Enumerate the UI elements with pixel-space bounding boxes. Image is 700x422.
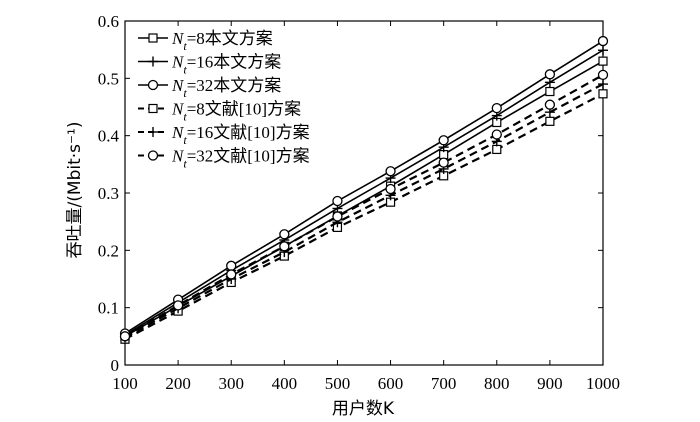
y-tick-label: 0: [111, 356, 120, 375]
data-point-circle: [438, 157, 449, 168]
legend-subscript: t: [183, 63, 187, 77]
legend-item-1: Nt=8本文方案: [138, 29, 273, 53]
data-point-circle: [332, 195, 343, 207]
legend-symbol: N: [171, 53, 185, 72]
data-point-circle: [119, 331, 131, 342]
x-tick-label: 300: [218, 374, 244, 393]
data-point-plus: [148, 127, 158, 137]
data-point-circle: [332, 211, 343, 222]
legend: Nt=8本文方案Nt=16本文方案Nt=32本文方案Nt=8文献[10]方案Nt…: [138, 29, 310, 171]
data-point-circle: [147, 150, 159, 161]
y-tick-label: 0.6: [98, 12, 119, 31]
legend-symbol: N: [171, 123, 185, 142]
series-5: [120, 79, 608, 343]
x-tick-label: 1000: [586, 374, 620, 393]
data-point-circle: [172, 300, 184, 311]
legend-text: =32本文方案: [187, 76, 282, 95]
series-line: [124, 40, 604, 335]
data-point-plus: [148, 56, 158, 67]
data-point-circle: [544, 69, 556, 80]
data-point-circle: [544, 99, 556, 110]
y-tick-label: 0.4: [98, 127, 120, 146]
x-tick-label: 500: [325, 374, 351, 393]
legend-subscript: t: [183, 157, 187, 171]
x-tick-label: 900: [537, 374, 563, 393]
legend-symbol: N: [171, 147, 185, 166]
legend-subscript: t: [183, 133, 187, 147]
series-line: [124, 73, 604, 338]
data-point-circle: [226, 260, 237, 271]
data-point-square: [598, 89, 608, 99]
legend-label: Nt=8本文方案: [171, 29, 273, 53]
legend-label: Nt=16本文方案: [171, 53, 281, 77]
legend-label: Nt=8文献[10]方案: [171, 100, 301, 124]
y-tick-label: 0.3: [98, 184, 119, 203]
series-6: [119, 69, 609, 342]
x-axis-label: 用户数K: [332, 399, 395, 419]
data-point-circle: [385, 166, 396, 177]
legend-symbol: N: [171, 100, 185, 119]
data-point-circle: [491, 129, 502, 140]
x-tick-label: 200: [165, 374, 191, 393]
axes: 100 200 300 400 500 600 700 800 900 1000 0 0.1 0.2 0.…: [98, 12, 620, 393]
legend-item-6: Nt=32文献[10]方案: [138, 147, 310, 171]
series-layer: [119, 35, 609, 344]
y-tick-label: 0.2: [98, 241, 119, 260]
series-line: [124, 92, 604, 341]
legend-item-3: Nt=32本文方案: [138, 76, 281, 100]
data-point-circle: [597, 69, 609, 81]
legend-text: =16本文方案: [187, 53, 282, 72]
legend-text: =8本文方案: [187, 29, 273, 48]
legend-item-5: Nt=16文献[10]方案: [138, 123, 310, 147]
data-point-circle: [438, 135, 449, 146]
legend-item-4: Nt=8文献[10]方案: [138, 100, 301, 124]
legend-symbol: N: [171, 29, 185, 48]
legend-item-2: Nt=16本文方案: [138, 53, 281, 77]
series-line: [124, 49, 604, 336]
data-point-plus: [598, 79, 608, 90]
x-tick-label: 600: [378, 374, 404, 393]
data-point-circle: [385, 183, 396, 195]
legend-text: =8文献[10]方案: [187, 100, 301, 119]
data-point-circle: [279, 241, 290, 252]
data-point-circle: [491, 102, 502, 114]
legend-text: =32文献[10]方案: [187, 147, 310, 166]
x-tick-label: 100: [112, 374, 138, 393]
data-point-plus: [598, 45, 608, 56]
legend-label: Nt=32文献[10]方案: [171, 147, 310, 171]
data-point-square: [148, 103, 158, 114]
legend-symbol: N: [171, 76, 185, 95]
legend-subscript: t: [183, 86, 187, 100]
data-point-circle: [597, 35, 609, 47]
y-tick-label: 0.1: [98, 299, 119, 318]
legend-label: Nt=16文献[10]方案: [171, 123, 310, 147]
data-point-square: [545, 116, 555, 126]
data-point-square: [492, 144, 502, 155]
x-tick-label: 400: [272, 374, 298, 393]
y-axis-label: 吞吐量/(Mbit·s⁻¹): [65, 122, 85, 259]
x-tick-label: 800: [484, 374, 510, 393]
data-point-square: [598, 56, 608, 66]
legend-subscript: t: [183, 39, 187, 53]
x-tick-label: 700: [431, 374, 457, 393]
legend-text: =16文献[10]方案: [187, 123, 310, 142]
data-point-circle: [147, 79, 159, 91]
legend-label: Nt=32本文方案: [171, 76, 281, 100]
legend-subscript: t: [183, 110, 187, 124]
data-point-circle: [279, 229, 290, 240]
data-point-square: [545, 86, 555, 97]
y-tick-label: 0.5: [98, 69, 119, 88]
data-point-circle: [226, 269, 237, 280]
data-point-square: [148, 33, 158, 43]
